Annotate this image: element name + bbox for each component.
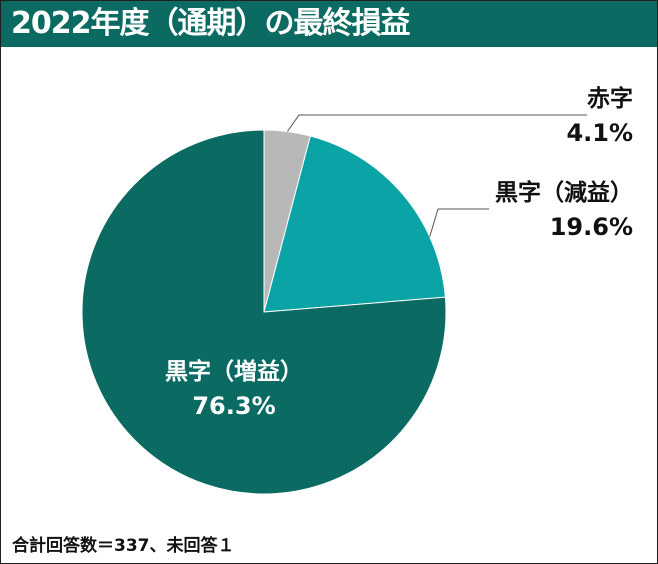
chart-title: 2022年度（通期）の最終損益 [11,6,410,41]
slice-value-loss: 4.1% [566,119,633,147]
slice-profit-decrease [263,135,446,313]
slice-profit-increase [81,129,447,495]
footer-note: 合計回答数＝337、未回答１ [12,536,235,556]
leader-line-profit-decrease [429,208,489,237]
title-bar: 2022年度（通期）の最終損益 [1,1,657,47]
slice-value-profit-increase: 76.3% [192,392,275,420]
slice-label-loss: 赤字 [587,85,633,112]
slice-label-profit-decrease: 黒字（減益） [495,179,633,206]
slice-label-profit-increase: 黒字（増益） [165,358,303,385]
slice-value-profit-decrease: 19.6% [550,213,633,241]
leader-line-loss [286,114,587,132]
